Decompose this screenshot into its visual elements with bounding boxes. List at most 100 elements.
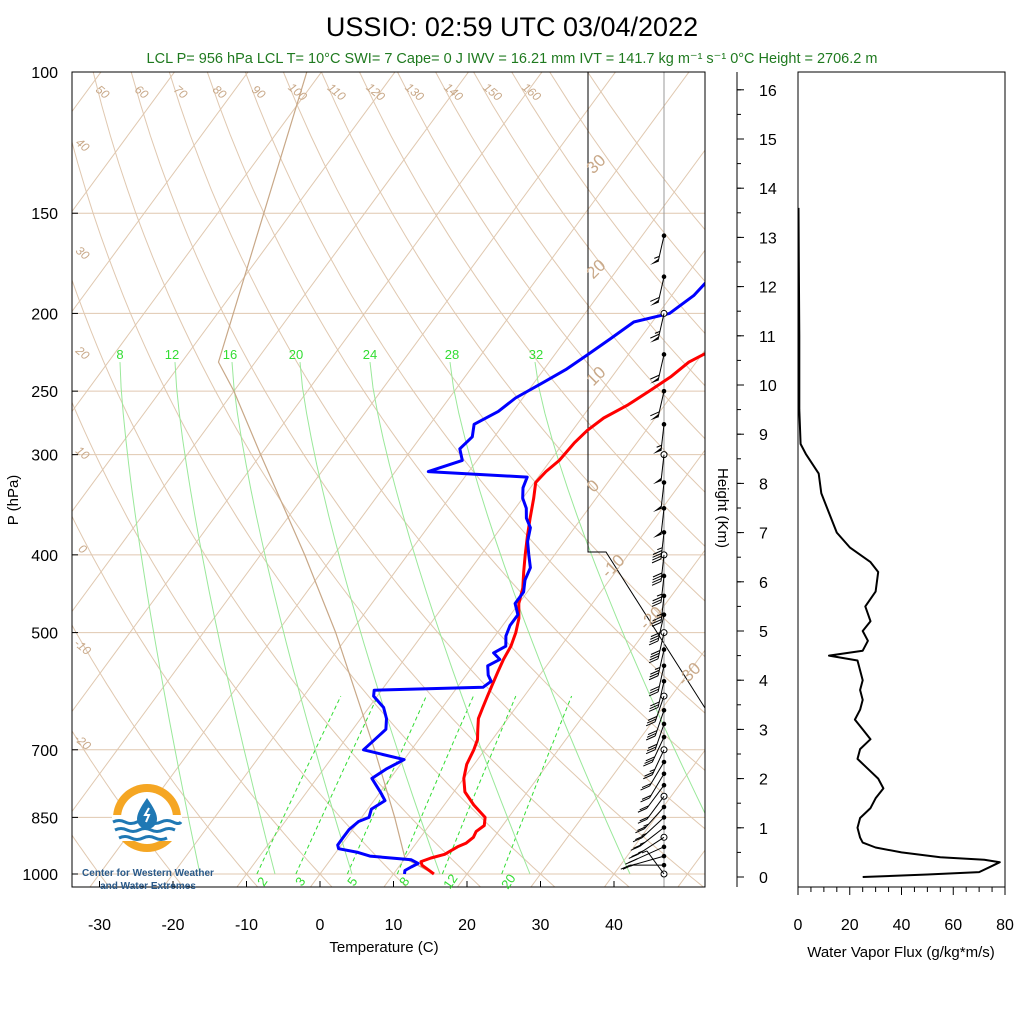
barb-shaft: [632, 856, 664, 865]
dry-adiabat-line: [474, 72, 1024, 891]
isotherm-label: 20: [583, 256, 610, 283]
flux-tick-label: 80: [996, 917, 1014, 934]
height-tick-label: 3: [759, 722, 768, 739]
barb-full: [631, 846, 640, 850]
height-tick-label: 9: [759, 427, 768, 444]
dry-adiabat-label: -10: [71, 636, 94, 658]
skewt-xlabel: Temperature (C): [329, 939, 438, 956]
skewt-background-lines: [0, 54, 1024, 891]
moist-adiabat-line: [232, 362, 352, 874]
height-tick-label: 14: [759, 181, 777, 198]
moist-adiabat-line: [175, 362, 275, 874]
isotherm-line: [234, 54, 849, 891]
temperature-tick-label: 20: [458, 917, 476, 934]
barb-full: [629, 854, 638, 858]
mixing-ratio-label: 12: [165, 347, 179, 362]
pressure-tick-label: 850: [31, 810, 58, 827]
isotherm-label: -30: [674, 659, 705, 690]
isotherm-line: [381, 54, 996, 891]
cw3e-logo: Center for Western Weather and Water Ext…: [82, 784, 214, 892]
dry-adiabat-label: 40: [73, 135, 92, 155]
isotherm-line: [308, 54, 923, 891]
barb-flag: [653, 447, 661, 453]
pressure-tick-label: 250: [31, 384, 58, 401]
mixing-ratio-label: 8: [116, 347, 123, 362]
parcel-line: [219, 72, 434, 874]
height-tick-label: 10: [759, 378, 777, 395]
barb-shaft: [647, 851, 664, 874]
height-tick-label: 12: [759, 280, 777, 297]
barb-full: [643, 762, 652, 766]
isotherm-line: [0, 54, 114, 891]
isotherm-line: [0, 54, 408, 891]
barb-full: [632, 853, 641, 857]
temperature-tick-label: 0: [316, 917, 325, 934]
temperature-tick-label: 30: [532, 917, 550, 934]
barb-flag: [653, 531, 661, 537]
dry-adiabat-label: 150: [480, 80, 505, 104]
mixing-ratio-label: 32: [529, 347, 543, 362]
dry-adiabat-line: [550, 72, 1024, 891]
height-tick-label: 5: [759, 624, 768, 641]
dry-adiabat-line: [588, 72, 1024, 891]
dry-adiabat-label: 50: [93, 82, 112, 102]
dry-adiabat-line: [0, 72, 410, 891]
dry-adiabat-label: 140: [441, 80, 466, 104]
mixing-ratio-label: 24: [363, 347, 377, 362]
pressure-tick-label: 400: [31, 548, 58, 565]
skewt-ylabel: P (hPa): [5, 475, 22, 526]
dry-adiabat-line: [283, 72, 1006, 891]
mixing-ratio-label: 16: [223, 347, 237, 362]
chart-subtitle: LCL P= 956 hPa LCL T= 10°C SWI= 7 Cape= …: [147, 51, 878, 67]
temperature-tick-label: -30: [88, 917, 111, 934]
dry-adiabat-line: [131, 72, 708, 891]
dry-adiabat-label: 100: [285, 80, 310, 104]
pressure-tick-label: 150: [31, 206, 58, 223]
dry-adiabat-label: 130: [402, 80, 427, 104]
barb-shaft: [658, 236, 664, 262]
mixing-ratio-label: 20: [289, 347, 303, 362]
barb-flag: [650, 258, 659, 264]
temperature-tick-label: 40: [605, 917, 623, 934]
barb-shaft: [658, 391, 664, 417]
dewpoint-line: [338, 213, 733, 874]
isotherm-line: [0, 54, 261, 891]
pressure-tick-label: 100: [31, 65, 58, 82]
dry-adiabat-line: [398, 72, 1024, 891]
cw3e-water-drop-logo: [112, 784, 182, 852]
temperature-tick-label: -20: [161, 917, 184, 934]
dry-adiabat-label: 20: [72, 343, 92, 363]
flux-tick-label: 20: [841, 917, 859, 934]
pressure-tick-label: 300: [31, 448, 58, 465]
height-tick-label: 7: [759, 526, 768, 543]
pressure-tick-label: 500: [31, 626, 58, 643]
flux-tick-label: 0: [794, 917, 803, 934]
mixing-ratio-line: [257, 696, 341, 874]
dry-adiabat-line: [169, 72, 783, 891]
height-tick-label: 11: [759, 329, 776, 346]
chart-title: USSIO: 02:59 UTC 03/04/2022: [326, 12, 698, 42]
height-tick-label: 0: [759, 870, 768, 887]
pressure-tick-label: 700: [31, 743, 58, 760]
mixing-ratio-label: 28: [445, 347, 459, 362]
dry-adiabat-label: 10: [73, 443, 92, 463]
barb-full: [628, 859, 637, 863]
dry-adiabat-line: [93, 72, 634, 891]
height-tick-label: 13: [759, 230, 777, 247]
height-tick-label: 1: [759, 821, 768, 838]
dry-adiabat-label: 160: [519, 80, 544, 104]
height-tick-label: 15: [759, 132, 777, 149]
wvf-profile: [799, 208, 1000, 877]
dry-adiabat-label: 80: [210, 82, 229, 102]
isotherm-line: [0, 54, 41, 891]
pressure-tick-label: 200: [31, 306, 58, 323]
flux-tick-label: 40: [893, 917, 911, 934]
dry-adiabat-label: 90: [249, 82, 268, 102]
isotherm-label: 30: [583, 151, 610, 178]
height-tick-label: 8: [759, 476, 768, 493]
logo-line-1: Center for Western Weather: [82, 868, 214, 879]
